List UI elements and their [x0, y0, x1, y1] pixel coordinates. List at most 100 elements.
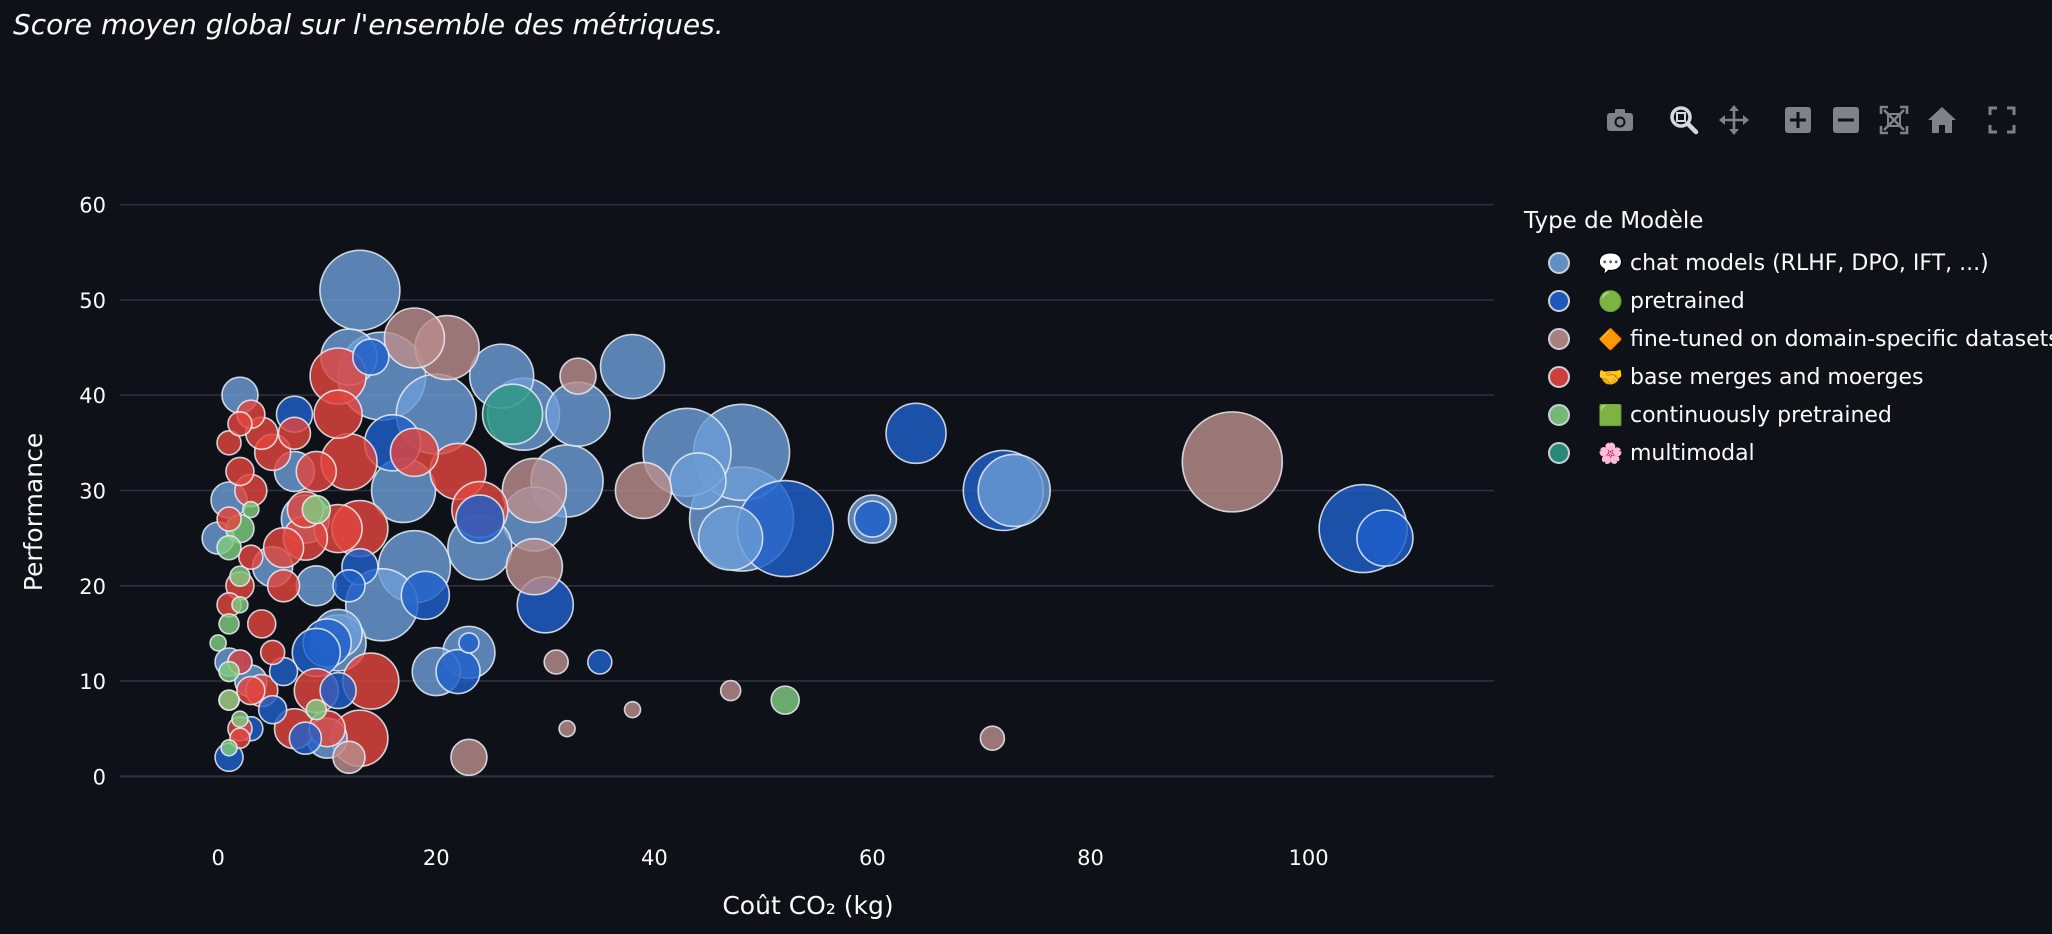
data-point[interactable]	[450, 738, 488, 777]
data-point[interactable]	[1356, 509, 1414, 567]
data-point[interactable]	[505, 537, 564, 596]
data-point[interactable]	[977, 453, 1051, 528]
legend-label: fine-tuned on domain-specific datasets	[1630, 326, 2052, 352]
legend-swatch	[1548, 328, 1570, 350]
legend-item[interactable]: 🤝 base merges and moerges	[1524, 358, 2052, 396]
data-point[interactable]	[669, 452, 727, 510]
chart-caption: Score moyen global sur l'ensemble des mé…	[13, 8, 724, 41]
data-point[interactable]	[332, 568, 366, 603]
data-point[interactable]	[458, 632, 480, 654]
data-point[interactable]	[257, 694, 288, 725]
autoscale-icon[interactable]	[1874, 100, 1914, 140]
data-point[interactable]	[209, 634, 227, 652]
data-point[interactable]	[853, 500, 892, 538]
data-point[interactable]	[301, 494, 332, 525]
data-point[interactable]	[501, 457, 568, 524]
data-point[interactable]	[319, 249, 401, 332]
data-point[interactable]	[218, 613, 240, 635]
data-point[interactable]	[719, 679, 742, 702]
zoom-icon[interactable]	[1664, 100, 1704, 140]
data-point[interactable]	[238, 544, 264, 570]
x-tick-label: 0	[211, 846, 224, 870]
data-point[interactable]	[435, 648, 481, 695]
y-tick-label: 30	[79, 479, 106, 503]
legend-swatch	[1548, 404, 1570, 426]
legend-label: pretrained	[1630, 288, 1745, 314]
data-point[interactable]	[225, 456, 255, 487]
data-point[interactable]	[599, 333, 666, 400]
data-point[interactable]	[227, 410, 253, 437]
legend-title: Type de Modèle	[1524, 208, 1704, 234]
legend-emoji-icon: 🤝	[1598, 365, 1623, 389]
data-point[interactable]	[305, 698, 328, 721]
legend-label: multimodal	[1630, 440, 1755, 466]
data-point[interactable]	[259, 639, 286, 666]
data-point[interactable]	[1181, 411, 1284, 513]
data-point[interactable]	[218, 660, 240, 683]
data-point[interactable]	[216, 430, 242, 456]
data-point[interactable]	[295, 450, 338, 493]
data-point[interactable]	[266, 568, 301, 603]
data-point[interactable]	[218, 689, 240, 711]
y-axis-label: Performance	[19, 433, 48, 591]
data-point[interactable]	[288, 721, 323, 756]
legend-item[interactable]: 🟩 continuously pretrained	[1524, 396, 2052, 434]
legend-swatch	[1548, 290, 1570, 312]
data-point[interactable]	[313, 389, 363, 440]
camera-icon[interactable]	[1600, 100, 1640, 140]
data-point[interactable]	[979, 725, 1006, 752]
data-point[interactable]	[770, 685, 800, 715]
legend-label: continuously pretrained	[1630, 402, 1892, 428]
data-point[interactable]	[295, 564, 338, 607]
data-point[interactable]	[543, 649, 569, 675]
data-point[interactable]	[885, 402, 947, 465]
data-point[interactable]	[587, 649, 613, 675]
data-point[interactable]	[558, 719, 576, 738]
data-point[interactable]	[262, 526, 305, 569]
data-point[interactable]	[216, 506, 242, 532]
legend-emoji-icon: 🟢	[1598, 289, 1623, 313]
x-axis-label: Coût CO₂ (kg)	[722, 891, 893, 920]
legend-swatch	[1548, 366, 1570, 388]
pan-icon[interactable]	[1714, 100, 1754, 140]
data-point[interactable]	[231, 596, 249, 614]
data-point[interactable]	[623, 700, 642, 719]
legend-item[interactable]: 🔶 fine-tuned on domain-specific datasets	[1524, 320, 2052, 358]
x-tick-label: 40	[641, 846, 668, 870]
data-point[interactable]	[319, 671, 357, 710]
legend-item[interactable]: 🟢 pretrained	[1524, 282, 2052, 320]
data-point[interactable]	[614, 461, 673, 520]
data-point[interactable]	[229, 565, 251, 588]
data-point[interactable]	[277, 416, 312, 451]
data-point[interactable]	[481, 383, 544, 446]
data-point[interactable]	[242, 500, 260, 519]
data-point[interactable]	[216, 534, 242, 561]
fullscreen-icon[interactable]	[1982, 100, 2022, 140]
legend-emoji-icon: 🔶	[1598, 327, 1623, 351]
data-point[interactable]	[455, 494, 505, 544]
y-tick-label: 0	[93, 765, 106, 789]
x-tick-label: 60	[859, 846, 886, 870]
legend-item[interactable]: 💬 chat models (RLHF, DPO, IFT, ...)	[1524, 244, 2052, 282]
zoom-in-icon[interactable]	[1778, 100, 1818, 140]
legend-item[interactable]: 🌸 multimodal	[1524, 434, 2052, 472]
data-point[interactable]	[236, 675, 266, 706]
legend-swatch	[1548, 252, 1570, 274]
zoom-out-icon[interactable]	[1826, 100, 1866, 140]
data-point[interactable]	[231, 710, 249, 728]
data-point[interactable]	[697, 505, 764, 571]
data-point[interactable]	[389, 427, 440, 478]
chart-toolbar	[1600, 100, 2020, 140]
home-icon[interactable]	[1922, 100, 1962, 140]
data-point[interactable]	[352, 338, 390, 376]
data-point[interactable]	[220, 738, 238, 757]
x-tick-label: 80	[1077, 846, 1104, 870]
legend-swatch	[1548, 442, 1570, 464]
data-point[interactable]	[383, 307, 446, 369]
data-point[interactable]	[559, 357, 597, 395]
data-point[interactable]	[400, 570, 451, 621]
data-point[interactable]	[332, 740, 366, 775]
data-point[interactable]	[246, 609, 277, 639]
y-tick-label: 60	[79, 194, 106, 218]
